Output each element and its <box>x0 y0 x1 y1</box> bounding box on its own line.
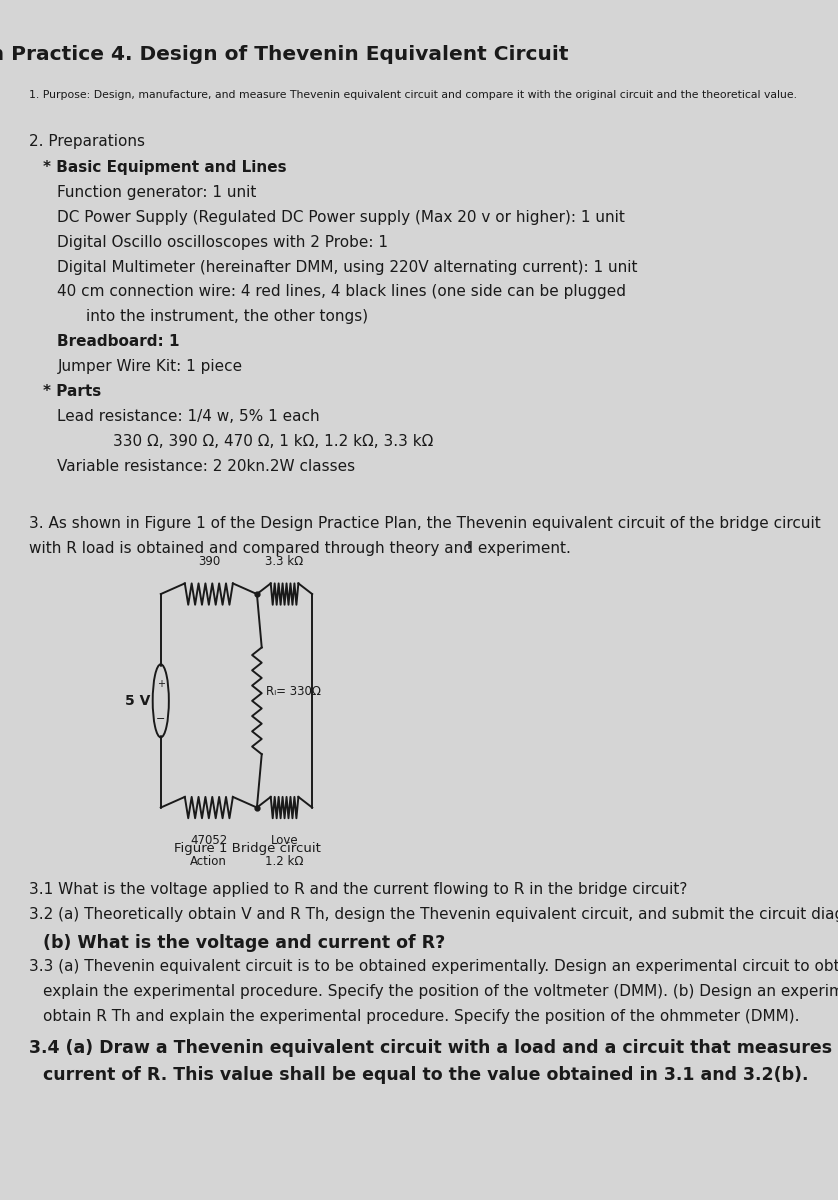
Text: Breadboard: 1: Breadboard: 1 <box>58 335 180 349</box>
Text: 2. Preparations: 2. Preparations <box>28 134 145 149</box>
Text: * Parts: * Parts <box>43 384 101 400</box>
Text: 40 cm connection wire: 4 red lines, 4 black lines (one side can be plugged: 40 cm connection wire: 4 red lines, 4 bl… <box>58 284 627 300</box>
Text: 47052: 47052 <box>190 834 227 847</box>
Text: (b) What is the voltage and current of R?: (b) What is the voltage and current of R… <box>43 935 445 953</box>
Text: 1. Purpose: Design, manufacture, and measure Thevenin equivalent circuit and com: 1. Purpose: Design, manufacture, and mea… <box>28 90 797 100</box>
Text: 3.4 (a) Draw a Thevenin equivalent circuit with a load and a circuit that measur: 3.4 (a) Draw a Thevenin equivalent circu… <box>28 1039 838 1057</box>
Text: obtain R Th and explain the experimental procedure. Specify the position of the : obtain R Th and explain the experimental… <box>43 1009 799 1025</box>
Text: Variable resistance: 2 20kn.2W classes: Variable resistance: 2 20kn.2W classes <box>58 458 355 474</box>
Text: 3.2 (a) Theoretically obtain V and R Th, design the Thevenin equivalent circuit,: 3.2 (a) Theoretically obtain V and R Th,… <box>28 907 838 923</box>
Text: 5 V: 5 V <box>125 694 150 708</box>
Text: !: ! <box>465 541 472 556</box>
Text: 1.2 kΩ: 1.2 kΩ <box>266 856 304 868</box>
Text: −: − <box>156 714 165 724</box>
Text: current of R. This value shall be equal to the value obtained in 3.1 and 3.2(b).: current of R. This value shall be equal … <box>43 1066 809 1084</box>
Text: Lead resistance: 1/4 w, 5% 1 each: Lead resistance: 1/4 w, 5% 1 each <box>58 409 320 424</box>
Text: explain the experimental procedure. Specify the position of the voltmeter (DMM).: explain the experimental procedure. Spec… <box>43 984 838 1000</box>
Text: 3.3 kΩ: 3.3 kΩ <box>266 554 303 568</box>
Text: Jumper Wire Kit: 1 piece: Jumper Wire Kit: 1 piece <box>58 359 242 374</box>
Text: with R load is obtained and compared through theory and experiment.: with R load is obtained and compared thr… <box>28 541 571 556</box>
Text: into the instrument, the other tongs): into the instrument, the other tongs) <box>86 310 369 324</box>
Text: 390: 390 <box>198 554 220 568</box>
Text: Action: Action <box>190 856 227 868</box>
Text: +: + <box>157 679 165 689</box>
Text: Digital Multimeter (hereinafter DMM, using 220V alternating current): 1 unit: Digital Multimeter (hereinafter DMM, usi… <box>58 259 638 275</box>
Text: Design Practice 4. Design of Thevenin Equivalent Circuit: Design Practice 4. Design of Thevenin Eq… <box>0 44 568 64</box>
Text: Figure 1 Bridge circuit: Figure 1 Bridge circuit <box>173 842 321 854</box>
Text: Digital Oscillo oscilloscopes with 2 Probe: 1: Digital Oscillo oscilloscopes with 2 Pro… <box>58 235 389 250</box>
Text: * Basic Equipment and Lines: * Basic Equipment and Lines <box>43 160 287 175</box>
Text: Function generator: 1 unit: Function generator: 1 unit <box>58 185 256 200</box>
Text: 3. As shown in Figure 1 of the Design Practice Plan, the Thevenin equivalent cir: 3. As shown in Figure 1 of the Design Pr… <box>28 516 820 530</box>
Text: DC Power Supply (Regulated DC Power supply (Max 20 v or higher): 1 unit: DC Power Supply (Regulated DC Power supp… <box>58 210 625 224</box>
Text: Rₗ= 330Ω: Rₗ= 330Ω <box>266 685 321 698</box>
Text: 330 Ω, 390 Ω, 470 Ω, 1 kΩ, 1.2 kΩ, 3.3 kΩ: 330 Ω, 390 Ω, 470 Ω, 1 kΩ, 1.2 kΩ, 3.3 k… <box>112 434 433 449</box>
Text: 3.3 (a) Thevenin equivalent circuit is to be obtained experimentally. Design an : 3.3 (a) Thevenin equivalent circuit is t… <box>28 959 838 974</box>
Text: Love: Love <box>271 834 298 847</box>
Text: 3.1 What is the voltage applied to R and the current flowing to R in the bridge : 3.1 What is the voltage applied to R and… <box>28 882 687 898</box>
